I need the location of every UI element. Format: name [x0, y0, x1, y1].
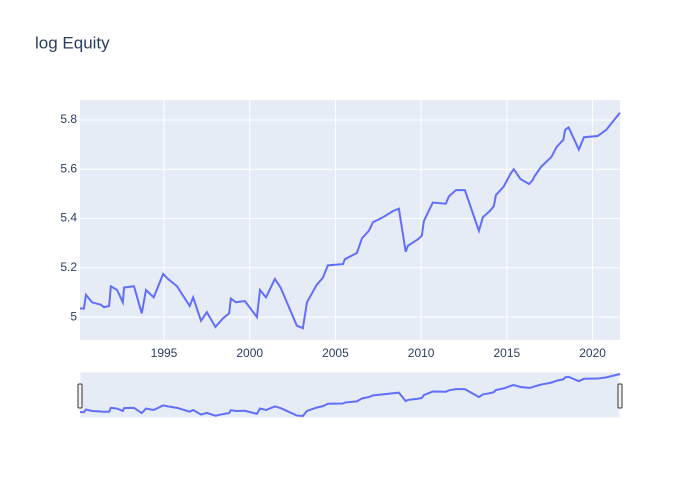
- x-tick-label: 2020: [579, 346, 606, 360]
- y-tick-label: 5.8: [60, 112, 77, 126]
- line: [80, 111, 621, 330]
- x-tick-label: 2010: [408, 346, 435, 360]
- slider-handle[interactable]: [617, 383, 623, 409]
- range-slider[interactable]: [79, 371, 621, 419]
- slider-handle[interactable]: [77, 383, 83, 409]
- rangeslider-line: [80, 373, 621, 418]
- chart-title: log Equity: [35, 33, 110, 52]
- y-tick-label: 5.2: [60, 260, 77, 274]
- y-tick-label: 5.6: [60, 161, 77, 175]
- x-tick-label: 2015: [494, 346, 521, 360]
- x-tick-label: 1995: [151, 346, 178, 360]
- y-tick-label: 5: [70, 309, 77, 323]
- y-tick-label: 5.4: [60, 211, 77, 225]
- x-tick-label: 2005: [322, 346, 349, 360]
- x-tick-label: 2000: [236, 346, 263, 360]
- plot-area: [80, 100, 620, 340]
